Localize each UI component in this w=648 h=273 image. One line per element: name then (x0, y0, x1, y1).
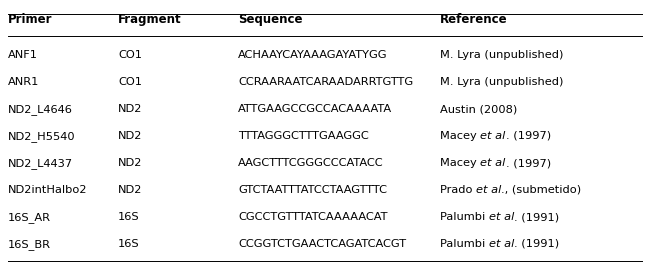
Text: AAGCTTTCGGGCCCATACC: AAGCTTTCGGGCCCATACC (238, 158, 384, 168)
Text: TTTAGGGCTTTGAAGGC: TTTAGGGCTTTGAAGGC (238, 131, 369, 141)
Text: Austin (2008): Austin (2008) (440, 104, 517, 114)
Text: Palumbi: Palumbi (440, 212, 489, 222)
Text: CO1: CO1 (118, 50, 142, 60)
Text: Macey: Macey (440, 131, 480, 141)
Text: CCGGTCTGAACTCAGATCACGT: CCGGTCTGAACTCAGATCACGT (238, 239, 406, 249)
Text: ND2: ND2 (118, 185, 143, 195)
Text: . (1997): . (1997) (505, 158, 551, 168)
Text: . (1997): . (1997) (505, 131, 551, 141)
Text: 16S: 16S (118, 212, 139, 222)
Text: . (1991): . (1991) (514, 212, 559, 222)
Text: ND2: ND2 (118, 104, 143, 114)
Text: CCRAARAATCARAADARRTGTTG: CCRAARAATCARAADARRTGTTG (238, 77, 413, 87)
Text: ANF1: ANF1 (8, 50, 38, 60)
Text: 16S_BR: 16S_BR (8, 239, 51, 250)
Text: ACHAAYCAYAAAGAYATYGG: ACHAAYCAYAAAGAYATYGG (238, 50, 388, 60)
Text: ND2_L4437: ND2_L4437 (8, 158, 73, 169)
Text: et al: et al (480, 158, 505, 168)
Text: 16S: 16S (118, 239, 139, 249)
Text: 16S_AR: 16S_AR (8, 212, 51, 223)
Text: et al: et al (476, 185, 502, 195)
Text: ND2intHalbo2: ND2intHalbo2 (8, 185, 87, 195)
Text: . (1991): . (1991) (514, 239, 559, 249)
Text: GTCTAATTTATCCTAAGTTTC: GTCTAATTTATCCTAAGTTTC (238, 185, 387, 195)
Text: Reference: Reference (440, 13, 507, 26)
Text: M. Lyra (unpublished): M. Lyra (unpublished) (440, 50, 563, 60)
Text: et al: et al (489, 212, 514, 222)
Text: Fragment: Fragment (118, 13, 181, 26)
Text: CO1: CO1 (118, 77, 142, 87)
Text: ANR1: ANR1 (8, 77, 40, 87)
Text: ND2_H5540: ND2_H5540 (8, 131, 76, 142)
Text: ATTGAAGCCGCCACAAAATA: ATTGAAGCCGCCACAAAATA (238, 104, 392, 114)
Text: Sequence: Sequence (238, 13, 303, 26)
Text: Palumbi: Palumbi (440, 239, 489, 249)
Text: Macey: Macey (440, 158, 480, 168)
Text: Primer: Primer (8, 13, 52, 26)
Text: Prado: Prado (440, 185, 476, 195)
Text: et al: et al (489, 239, 514, 249)
Text: ND2: ND2 (118, 131, 143, 141)
Text: et al: et al (480, 131, 505, 141)
Text: CGCCTGTTTATCAAAAACAT: CGCCTGTTTATCAAAAACAT (238, 212, 388, 222)
Text: M. Lyra (unpublished): M. Lyra (unpublished) (440, 77, 563, 87)
Text: ND2: ND2 (118, 158, 143, 168)
Text: ., (submetido): ., (submetido) (502, 185, 581, 195)
Text: ND2_L4646: ND2_L4646 (8, 104, 73, 115)
